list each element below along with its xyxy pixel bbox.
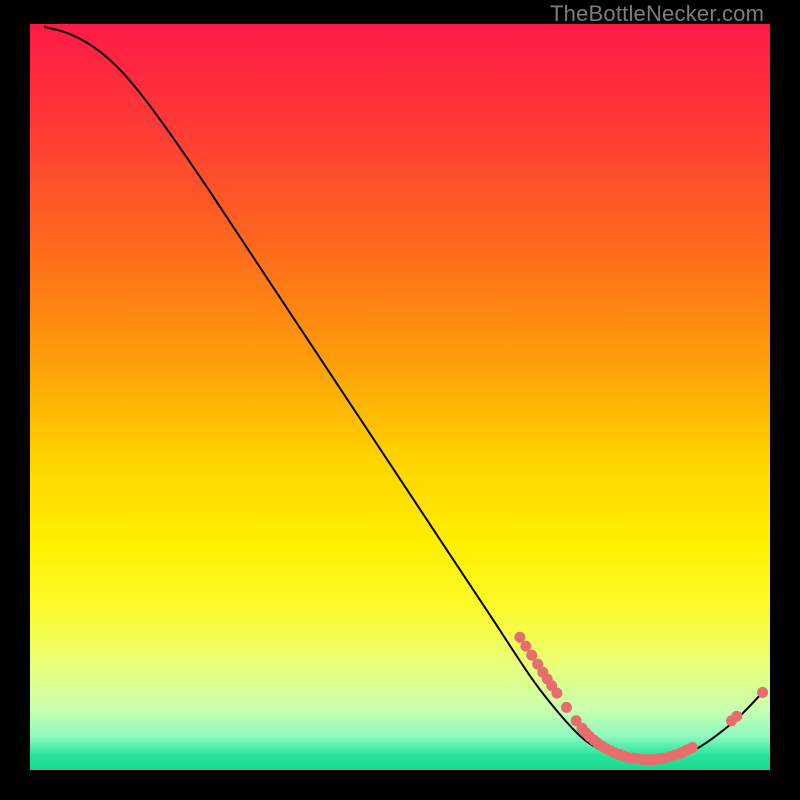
data-point-marker xyxy=(757,687,768,698)
chart-plot-area xyxy=(30,24,770,770)
data-point-marker xyxy=(551,688,562,699)
data-point-marker xyxy=(687,742,698,753)
data-point-marker xyxy=(514,632,525,643)
data-point-marker xyxy=(526,650,537,661)
data-point-marker xyxy=(731,711,742,722)
watermark-text: TheBottleNecker.com xyxy=(550,1,764,27)
chart-svg xyxy=(30,24,770,770)
data-point-marker xyxy=(520,641,531,652)
chart-background xyxy=(30,24,770,770)
data-point-marker xyxy=(561,702,572,713)
